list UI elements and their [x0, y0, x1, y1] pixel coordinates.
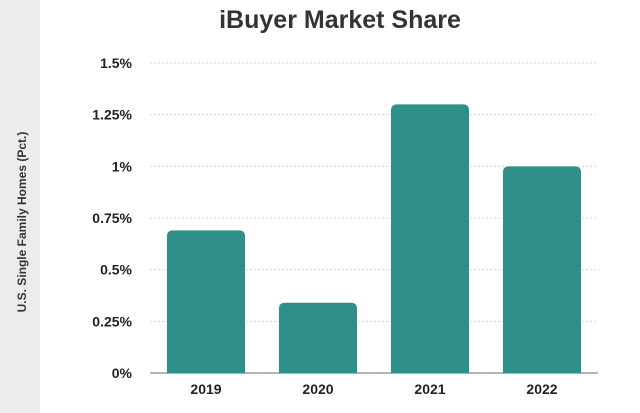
y-tick-label: 0% — [112, 365, 133, 381]
x-tick-label: 2019 — [190, 381, 221, 397]
y-tick-label: 0.25% — [92, 313, 132, 329]
bar-2020 — [279, 302, 357, 373]
x-tick-label: 2021 — [414, 381, 445, 397]
y-axis-ticks: 0% 0.25% 0.5% 0.75% 1% 1.25% 1.5% — [92, 55, 132, 381]
y-tick-label: 0.5% — [100, 262, 132, 278]
bar-2019 — [167, 230, 245, 373]
chart-title: iBuyer Market Share — [219, 6, 461, 34]
bar-2021 — [391, 104, 469, 373]
y-tick-label: 1.25% — [92, 107, 132, 123]
left-margin-strip — [0, 0, 40, 413]
x-tick-label: 2020 — [302, 381, 333, 397]
x-axis-ticks: 2019 2020 2021 2022 — [190, 381, 557, 397]
y-tick-label: 0.75% — [92, 210, 132, 226]
y-tick-label: 1% — [112, 158, 133, 174]
bar-2022 — [503, 166, 581, 373]
x-tick-label: 2022 — [526, 381, 557, 397]
y-tick-label: 1.5% — [100, 55, 132, 71]
bars — [167, 104, 581, 373]
